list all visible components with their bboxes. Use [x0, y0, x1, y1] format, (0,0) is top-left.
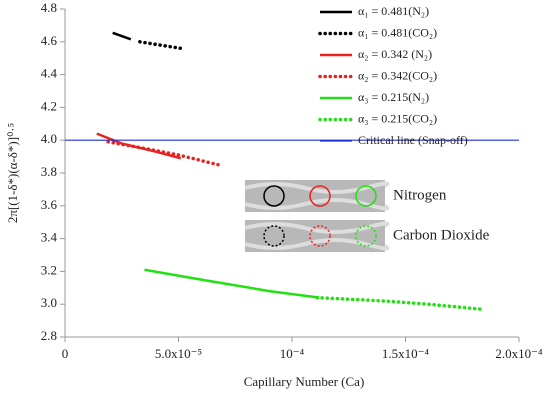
legend-label: α₂ = 0.342 (N₂): [358, 47, 432, 61]
y-tick-label: 3.6: [41, 197, 58, 212]
legend-label: Critical line (Snap-off): [358, 133, 468, 147]
legend-label: α₂ = 0.342(CO₂): [358, 68, 437, 82]
y-tick-label: 3.4: [41, 230, 58, 245]
legend-label: α₃ = 0.215(N₂): [358, 90, 429, 104]
y-tick-label: 4.6: [41, 33, 58, 48]
series-line: [144, 268, 320, 299]
y-tick-label: 3.0: [41, 295, 57, 310]
x-tick-label: 10⁻⁴: [280, 346, 305, 361]
x-tick-label: 2.0x10⁻⁴: [495, 346, 543, 361]
y-tick-label: 4.2: [41, 98, 57, 113]
x-tick-label: 0: [62, 346, 69, 361]
y-tick-label: 2.8: [41, 328, 57, 343]
y-tick-label: 4.8: [41, 0, 57, 15]
legend-label: α₃ = 0.215(CO₂): [358, 111, 437, 125]
inset-image: [244, 180, 390, 252]
annotation: Carbon Dioxide: [393, 227, 490, 243]
legend-label: α₁ = 0.481(N₂): [358, 4, 429, 18]
y-tick-label: 3.2: [41, 262, 57, 277]
y-tick-label: 3.8: [41, 164, 57, 179]
x-axis-label: Capillary Number (Ca): [244, 374, 365, 389]
x-tick-label: 5.0x10⁻⁵: [155, 346, 202, 361]
y-tick-label: 4.0: [41, 131, 57, 146]
series-line: [138, 40, 183, 51]
y-axis-label: 2π[(1-δ*)(α-δ*)]⁰·⁵: [5, 123, 20, 223]
series-line: [315, 295, 483, 311]
y-tick-label: 4.4: [41, 66, 58, 81]
series-line: [112, 31, 132, 41]
legend-label: α₁ = 0.481(CO₂): [358, 25, 437, 39]
annotation: Nitrogen: [393, 187, 447, 203]
x-tick-label: 1.5x10⁻⁴: [382, 346, 430, 361]
